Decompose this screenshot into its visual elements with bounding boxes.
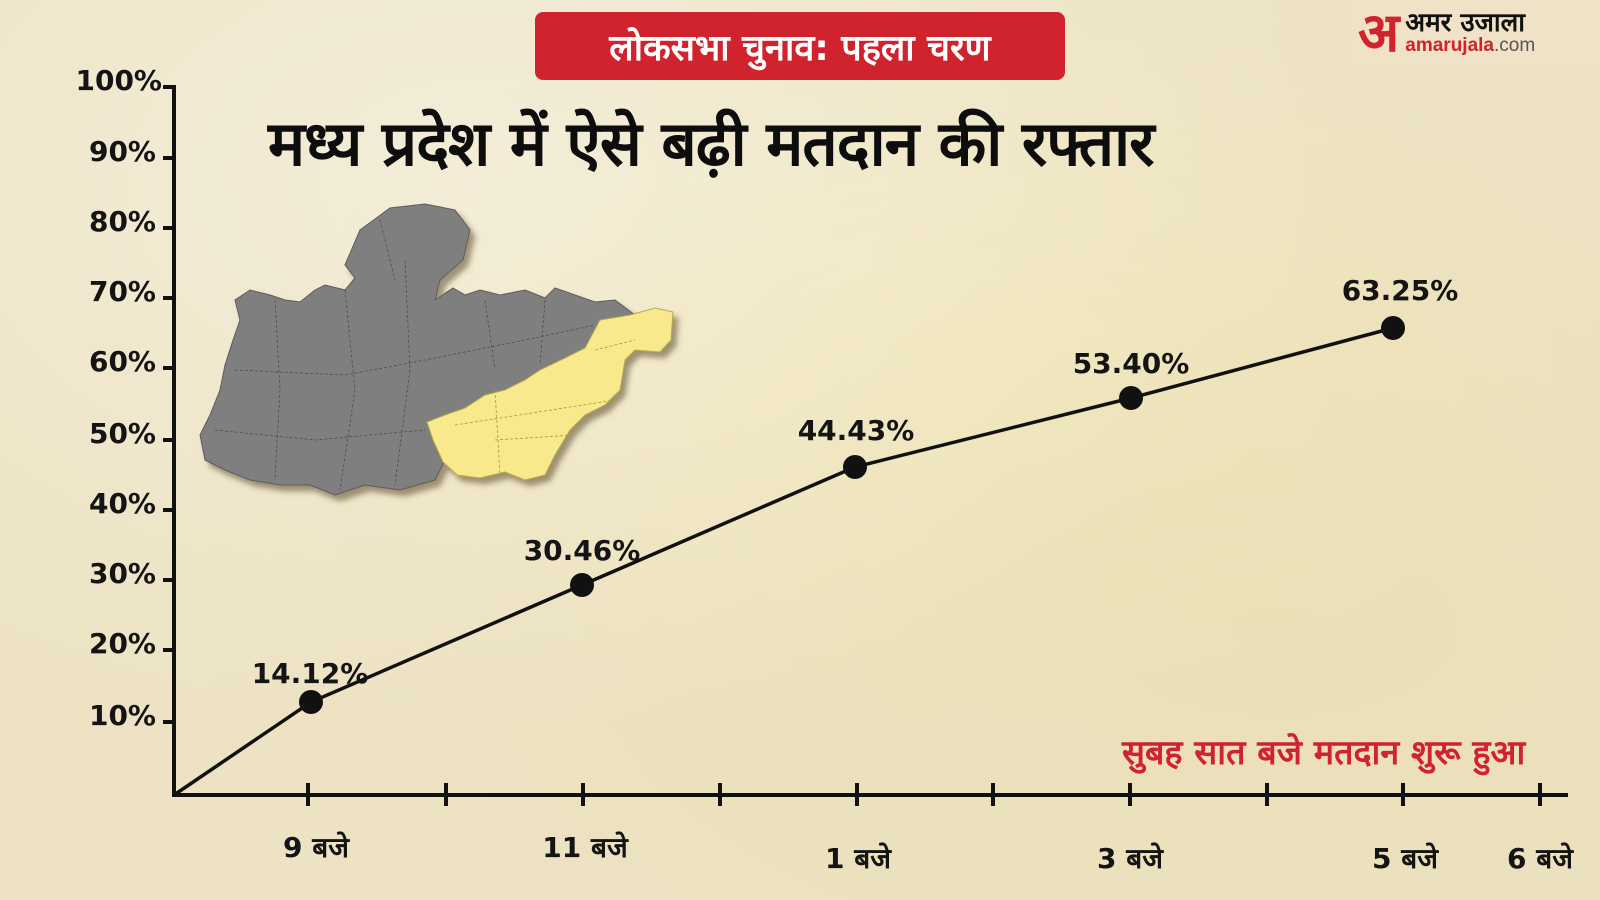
y-tick-label-70: 70%	[89, 275, 156, 308]
x-tick-label-1: 1 बजे	[825, 842, 892, 875]
logo-site: amarujala.com	[1405, 36, 1535, 55]
poll-start-note: सुबह सात बजे मतदान शुरू हुआ	[1122, 733, 1526, 773]
x-tick-label-3: 3 बजे	[1097, 842, 1164, 875]
data-point-11	[570, 573, 594, 597]
x-tick-label-6: 6 बजे	[1507, 842, 1574, 875]
y-tick-label-40: 40%	[89, 487, 156, 520]
data-point-5	[1381, 316, 1405, 340]
y-tick-label-90: 90%	[89, 135, 156, 168]
value-label-3: 53.40%	[1073, 347, 1190, 380]
logo-mark-icon: अ	[1358, 0, 1400, 64]
map-highlight-region	[426, 307, 674, 481]
highlight-district-borders	[454, 339, 636, 476]
logo-hindi-name: अमर उजाला	[1405, 7, 1525, 38]
y-tick-label-20: 20%	[89, 627, 156, 660]
logo-site-tld: .com	[1494, 34, 1536, 56]
value-label-9: 14.12%	[252, 657, 369, 690]
y-tick-label-10: 10%	[89, 699, 156, 732]
y-tick-label-30: 30%	[89, 557, 156, 590]
chart-title: मध्य प्रदेश में ऐसे बढ़ी मतदान की रफ्तार	[268, 107, 1154, 180]
x-tick-label-9: 9 बजे	[283, 831, 350, 864]
x-axis-ticks	[306, 783, 1542, 806]
data-point-9	[299, 690, 323, 714]
value-label-1: 44.43%	[798, 414, 915, 447]
data-point-3	[1119, 386, 1143, 410]
y-axis-ticks	[163, 85, 176, 724]
x-tick-label-5: 5 बजे	[1372, 842, 1439, 875]
phase-badge: लोकसभा चुनाव: पहला चरण	[535, 12, 1065, 80]
phase-badge-text: लोकसभा चुनाव: पहला चरण	[609, 27, 991, 69]
data-point-1	[843, 455, 867, 479]
amar-ujala-logo: अ अमर उजाला amarujala.com	[1352, 0, 1600, 64]
value-label-5: 63.25%	[1342, 274, 1459, 307]
y-tick-label-60: 60%	[89, 345, 156, 378]
y-tick-label-100: 100%	[75, 64, 162, 97]
logo-site-name: amarujala	[1405, 34, 1494, 56]
madhya-pradesh-map	[199, 203, 674, 496]
value-label-11: 30.46%	[524, 534, 641, 567]
logo-words: अमर उजाला amarujala.com	[1405, 10, 1535, 55]
y-tick-label-80: 80%	[89, 205, 156, 238]
y-tick-label-50: 50%	[89, 417, 156, 450]
x-tick-label-11: 11 बजे	[542, 831, 629, 864]
district-borders	[214, 219, 596, 491]
turnout-line	[173, 326, 1394, 797]
